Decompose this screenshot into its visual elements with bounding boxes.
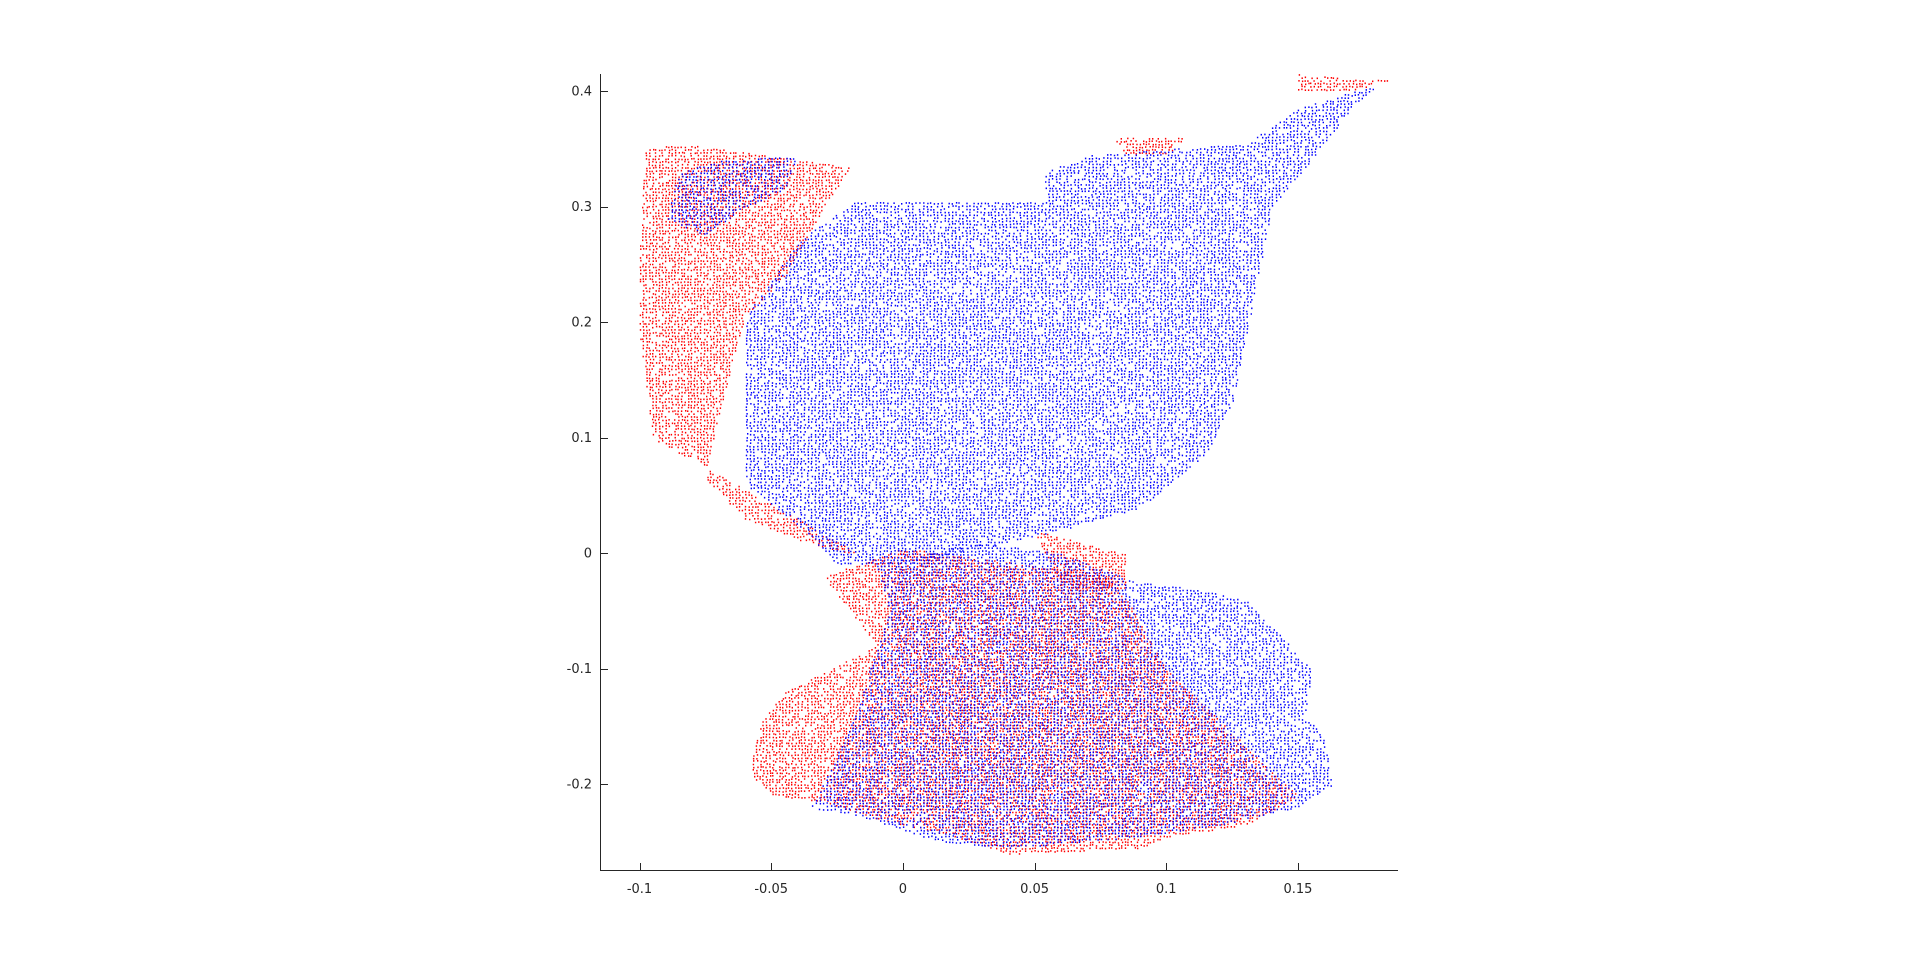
series-blue-points xyxy=(668,88,1374,850)
red-point-cloud-region-2 xyxy=(1298,74,1389,92)
blue-point-cloud-region-1 xyxy=(811,544,1332,850)
x-tick-label: 0.05 xyxy=(1020,882,1049,897)
x-tick-label: -0.1 xyxy=(627,882,652,897)
red-point-cloud-region-4 xyxy=(1037,533,1127,590)
x-tick-label: 0 xyxy=(899,882,907,897)
series-red-points xyxy=(639,74,1389,855)
y-tick-label: -0.2 xyxy=(567,777,592,792)
x-tick-label: -0.05 xyxy=(754,882,788,897)
plot-area xyxy=(639,74,1389,855)
y-axis-ticks: -0.2 -0.1 0 0.1 0.2 0.3 0.4 xyxy=(567,84,608,792)
blue-point-cloud-region-0 xyxy=(745,88,1374,565)
y-tick-label: 0.3 xyxy=(571,200,592,215)
y-tick-label: 0.4 xyxy=(571,84,592,99)
blue-point-cloud-region-2 xyxy=(668,157,796,235)
y-tick-label: -0.1 xyxy=(567,662,592,677)
x-tick-label: 0.15 xyxy=(1283,882,1312,897)
y-tick-label: 0.1 xyxy=(571,431,592,446)
y-tick-label: 0 xyxy=(584,546,592,561)
red-point-cloud-region-3 xyxy=(1116,137,1183,155)
y-tick-label: 0.2 xyxy=(571,315,592,330)
x-axis-ticks: -0.1 -0.05 0 0.05 0.1 0.15 xyxy=(627,863,1312,897)
x-tick-label: 0.1 xyxy=(1156,882,1177,897)
